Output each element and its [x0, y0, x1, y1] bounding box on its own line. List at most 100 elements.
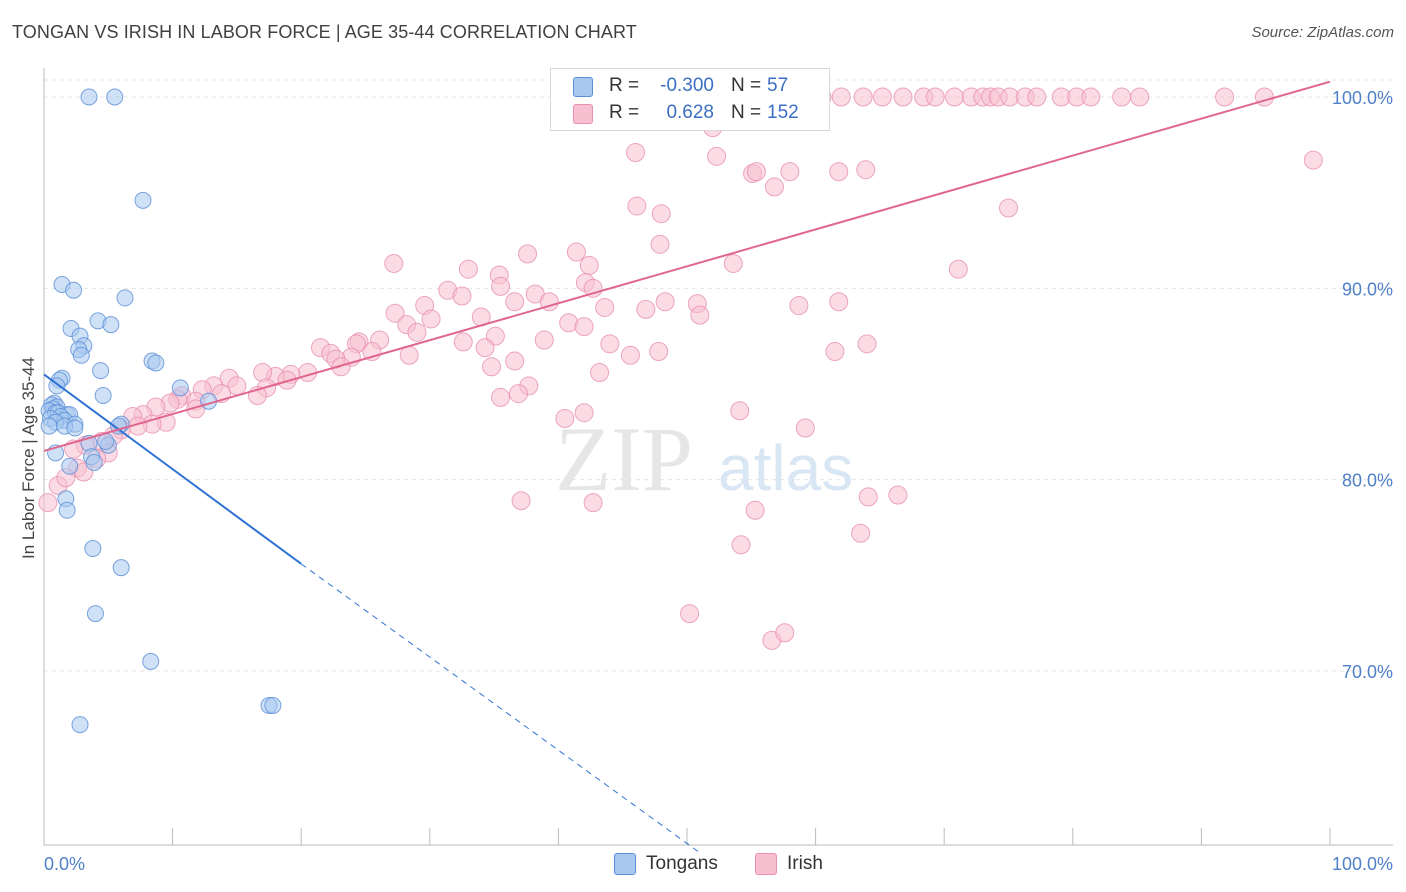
irish-point	[1215, 87, 1235, 107]
y-tick-label: 100.0%	[1332, 88, 1393, 108]
tongan-point	[66, 419, 84, 437]
irish-point	[595, 297, 615, 317]
irish-legend-label: Irish	[787, 853, 823, 874]
irish-point	[186, 399, 206, 419]
irish-point	[944, 87, 964, 107]
irish-point	[795, 418, 815, 438]
irish-point	[731, 535, 751, 555]
irish-trendline	[43, 80, 1331, 452]
tongans-swatch	[573, 77, 593, 97]
irish-point	[872, 87, 892, 107]
irish-point	[851, 523, 871, 543]
irish-point	[384, 253, 404, 273]
y-tick-labels: 70.0% 80.0% 90.0% 100.0%	[1332, 88, 1393, 682]
tongans-trendline	[43, 373, 302, 565]
watermark-atlas: atlas	[718, 432, 853, 504]
irish-point	[925, 87, 945, 107]
tongan-point	[72, 346, 90, 364]
irish-point	[858, 487, 878, 507]
tongan-point	[58, 501, 76, 519]
irish-point	[857, 334, 877, 354]
tongan-point	[84, 540, 102, 558]
irish-point	[1112, 87, 1132, 107]
irish-point	[831, 87, 851, 107]
irish-r-value: 0.628	[666, 102, 714, 123]
irish-point	[491, 387, 511, 407]
axes	[43, 68, 1393, 846]
irish-point	[649, 341, 669, 361]
irish-legend-swatch	[755, 853, 777, 875]
irish-point	[999, 198, 1018, 218]
n-label: N =	[731, 102, 762, 123]
irish-point	[626, 142, 646, 162]
irish-point	[482, 357, 502, 377]
irish-point	[574, 403, 594, 423]
irish-point	[452, 286, 472, 306]
irish-point	[331, 357, 351, 377]
gridlines	[44, 79, 1393, 672]
irish-n-value: 152	[767, 102, 799, 123]
irish-point	[385, 303, 405, 323]
irish-point	[655, 292, 675, 312]
irish-point	[555, 408, 575, 428]
source-credit: Source: ZipAtlas.com	[1251, 24, 1394, 41]
irish-point	[829, 162, 849, 182]
irish-point	[789, 296, 809, 316]
tongans-legend-swatch	[614, 853, 636, 875]
irish-point	[1027, 87, 1047, 107]
irish-point	[475, 338, 495, 358]
tongans-trendline-extension	[300, 563, 701, 854]
chart-title: TONGAN VS IRISH IN LABOR FORCE | AGE 35-…	[12, 22, 637, 42]
tongans-n-value: 57	[767, 75, 789, 96]
irish-point	[534, 330, 554, 350]
irish-point	[583, 493, 603, 513]
tongan-point	[40, 417, 58, 435]
tongan-point	[94, 386, 112, 404]
irish-point	[600, 334, 620, 354]
stats-legend: R = -0.300 N = 57 R = 0.628 N = 152	[550, 68, 830, 131]
tongan-point	[61, 457, 79, 475]
x-axis-ticks	[43, 828, 1331, 845]
x-tick-label-max: 100.0%	[1332, 854, 1393, 874]
irish-swatch	[573, 104, 593, 124]
irish-point	[829, 292, 849, 312]
tongan-point	[116, 289, 134, 307]
tongan-point	[92, 362, 110, 380]
irish-point	[636, 299, 656, 319]
tongan-point	[65, 281, 83, 299]
irish-point	[730, 401, 750, 421]
irish-point	[888, 485, 908, 505]
n-label: N =	[731, 75, 762, 96]
irish-point	[775, 623, 795, 643]
tongan-point	[142, 652, 160, 670]
irish-point	[1081, 87, 1101, 107]
tongan-point	[86, 605, 104, 623]
irish-point	[399, 345, 419, 365]
y-axis-label: In Labor Force | Age 35-44	[19, 357, 38, 559]
irish-point	[518, 244, 538, 264]
irish-point	[745, 500, 765, 520]
r-label: R =	[609, 75, 640, 96]
tongan-point	[106, 88, 124, 106]
irish-point	[723, 253, 743, 273]
tongan-point	[171, 379, 189, 397]
irish-point	[856, 160, 876, 180]
irish-point	[680, 604, 700, 624]
irish-point	[574, 317, 594, 337]
irish-point	[1130, 87, 1150, 107]
irish-point	[511, 491, 531, 511]
tongan-point	[71, 716, 89, 734]
y-tick-label: 70.0%	[1342, 662, 1393, 682]
r-label: R =	[609, 102, 640, 123]
irish-point	[453, 332, 473, 352]
irish-point	[825, 341, 845, 361]
tongan-points	[40, 88, 282, 734]
tongan-point	[102, 316, 120, 334]
irish-point	[509, 384, 529, 404]
y-tick-label: 80.0%	[1342, 471, 1393, 491]
irish-point	[421, 309, 441, 329]
y-tick-label: 90.0%	[1342, 279, 1393, 299]
irish-point	[38, 493, 58, 513]
irish-point	[853, 87, 873, 107]
